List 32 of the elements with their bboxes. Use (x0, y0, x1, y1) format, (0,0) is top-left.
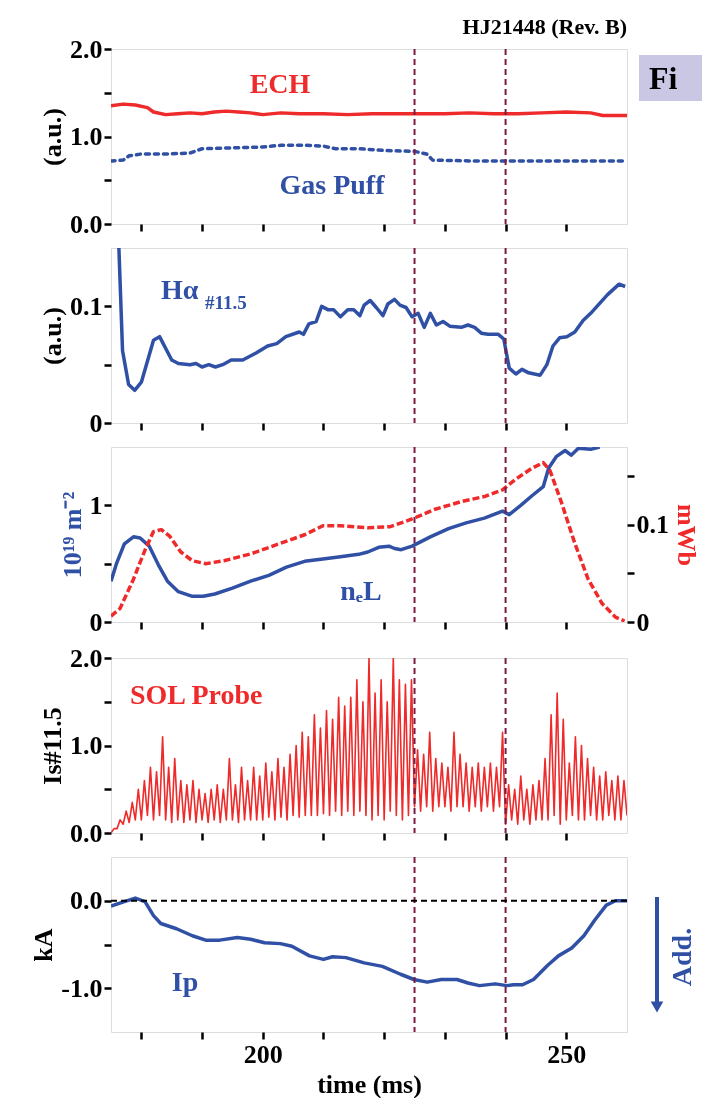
y-tick-label: -1.0 (61, 973, 103, 1003)
y2-axis-title: mWb (672, 503, 701, 567)
y-tick-label: 0 (89, 607, 103, 637)
y-axis-title: (a.u.) (38, 108, 67, 166)
y-axis-title: (a.u.) (38, 307, 67, 365)
chart-title: HJ21448 (Rev. B) (462, 14, 627, 39)
y-tick-label: 2.0 (70, 34, 103, 64)
y-tick-label: 0 (89, 408, 103, 438)
y-axis-title: kA (29, 928, 59, 962)
y-axis-title: 10¹⁹ m⁻² (57, 491, 87, 579)
y-tick-label: 1.0 (70, 122, 103, 151)
y-tick-label: 2.0 (70, 643, 103, 673)
series-label: nₑL (340, 575, 382, 606)
text: Fi (649, 60, 678, 96)
series-label: SOL Probe (130, 679, 263, 710)
y2-tick-label: 0.1 (636, 510, 669, 540)
y-tick-label: 1.0 (70, 731, 103, 760)
series-label: Ip (171, 966, 199, 997)
y-tick-label: 1 (89, 490, 103, 520)
x-tick-label: 200 (243, 1039, 283, 1069)
y-axis-title: Is#11.5 (38, 707, 67, 785)
x-axis-title: time (ms) (317, 1069, 422, 1099)
y-tick-label: 0.0 (70, 818, 103, 848)
text: Add. (666, 927, 697, 987)
series-label: Gas Puff (279, 169, 386, 200)
y-tick-label: 0.1 (70, 291, 103, 321)
x-tick-label: 250 (547, 1039, 587, 1069)
series-label: Hα#11.5 (161, 274, 247, 313)
series-label: ECH (249, 68, 311, 99)
y-tick-label: 0.0 (70, 209, 103, 239)
y-tick-label: 0.0 (70, 886, 103, 916)
y2-tick-label: 0 (636, 607, 650, 637)
